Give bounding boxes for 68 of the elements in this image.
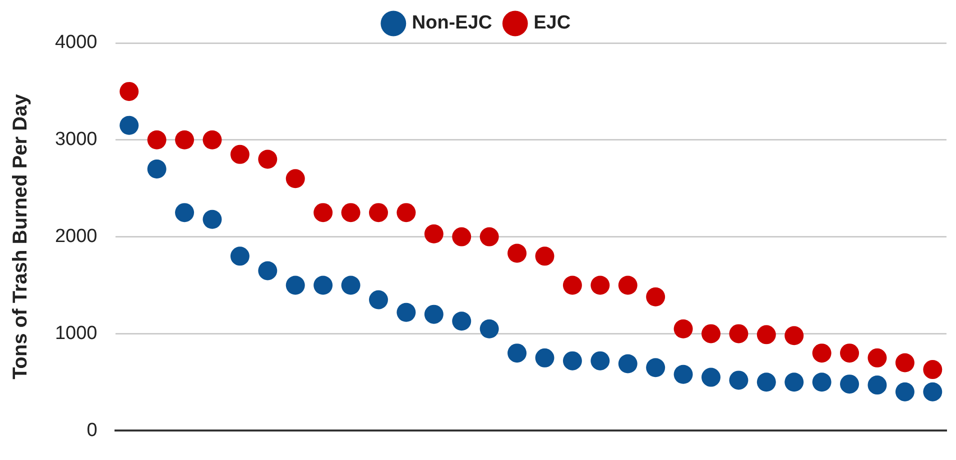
point: [756, 325, 776, 344]
point: [424, 224, 444, 244]
point: [202, 130, 222, 150]
point: [368, 290, 388, 310]
point: [646, 287, 666, 306]
y-tick-label: 1000: [54, 322, 98, 344]
point: [230, 246, 250, 266]
point: [202, 210, 222, 229]
point: [147, 130, 166, 150]
point: [258, 261, 278, 280]
y-tick-label: 2000: [54, 226, 98, 248]
point: [286, 276, 305, 295]
point: [729, 370, 748, 390]
point: [396, 203, 416, 222]
point: [230, 144, 250, 164]
point: [452, 227, 472, 246]
point: [895, 353, 914, 372]
point: [562, 276, 582, 295]
point: [452, 312, 472, 331]
point: [840, 374, 860, 394]
point: [314, 203, 333, 222]
point: [147, 159, 166, 178]
point: [701, 368, 720, 387]
point: [175, 203, 194, 222]
point: [480, 319, 499, 338]
point: [120, 82, 139, 101]
point: [535, 246, 554, 266]
point: [341, 203, 360, 222]
point: [590, 276, 610, 295]
legend-label: EJC: [534, 12, 571, 34]
point: [840, 344, 860, 363]
point: [868, 376, 887, 395]
point: [784, 326, 804, 346]
point: [590, 351, 610, 370]
point: [674, 319, 693, 338]
point: [562, 351, 582, 370]
point: [868, 348, 887, 368]
point: [175, 130, 194, 150]
point: [701, 324, 720, 344]
point: [424, 304, 444, 324]
point: [729, 324, 748, 344]
point: [120, 116, 139, 135]
point: [923, 360, 942, 380]
point: [812, 344, 832, 363]
point: [535, 348, 554, 368]
point: [258, 150, 278, 169]
point: [508, 244, 527, 263]
point: [341, 276, 360, 295]
point: [812, 372, 832, 392]
y-axis-title: Tons of Trash Burned Per Day: [10, 93, 32, 380]
y-tick-label: 4000: [54, 32, 98, 54]
point: [674, 364, 693, 384]
point: [923, 382, 942, 402]
point: [646, 358, 666, 378]
point: [508, 344, 527, 363]
legend-label: Non-EJC: [412, 12, 492, 34]
point: [286, 169, 305, 188]
point: [618, 276, 638, 295]
point: [895, 382, 914, 402]
point: [618, 354, 638, 374]
point: [368, 203, 388, 222]
y-tick-label: 3000: [54, 129, 98, 150]
y-tick-label: 0: [86, 420, 98, 441]
point: [756, 372, 776, 392]
point: [396, 302, 416, 322]
point: [480, 227, 499, 246]
point: [314, 276, 333, 295]
point: [784, 372, 804, 392]
